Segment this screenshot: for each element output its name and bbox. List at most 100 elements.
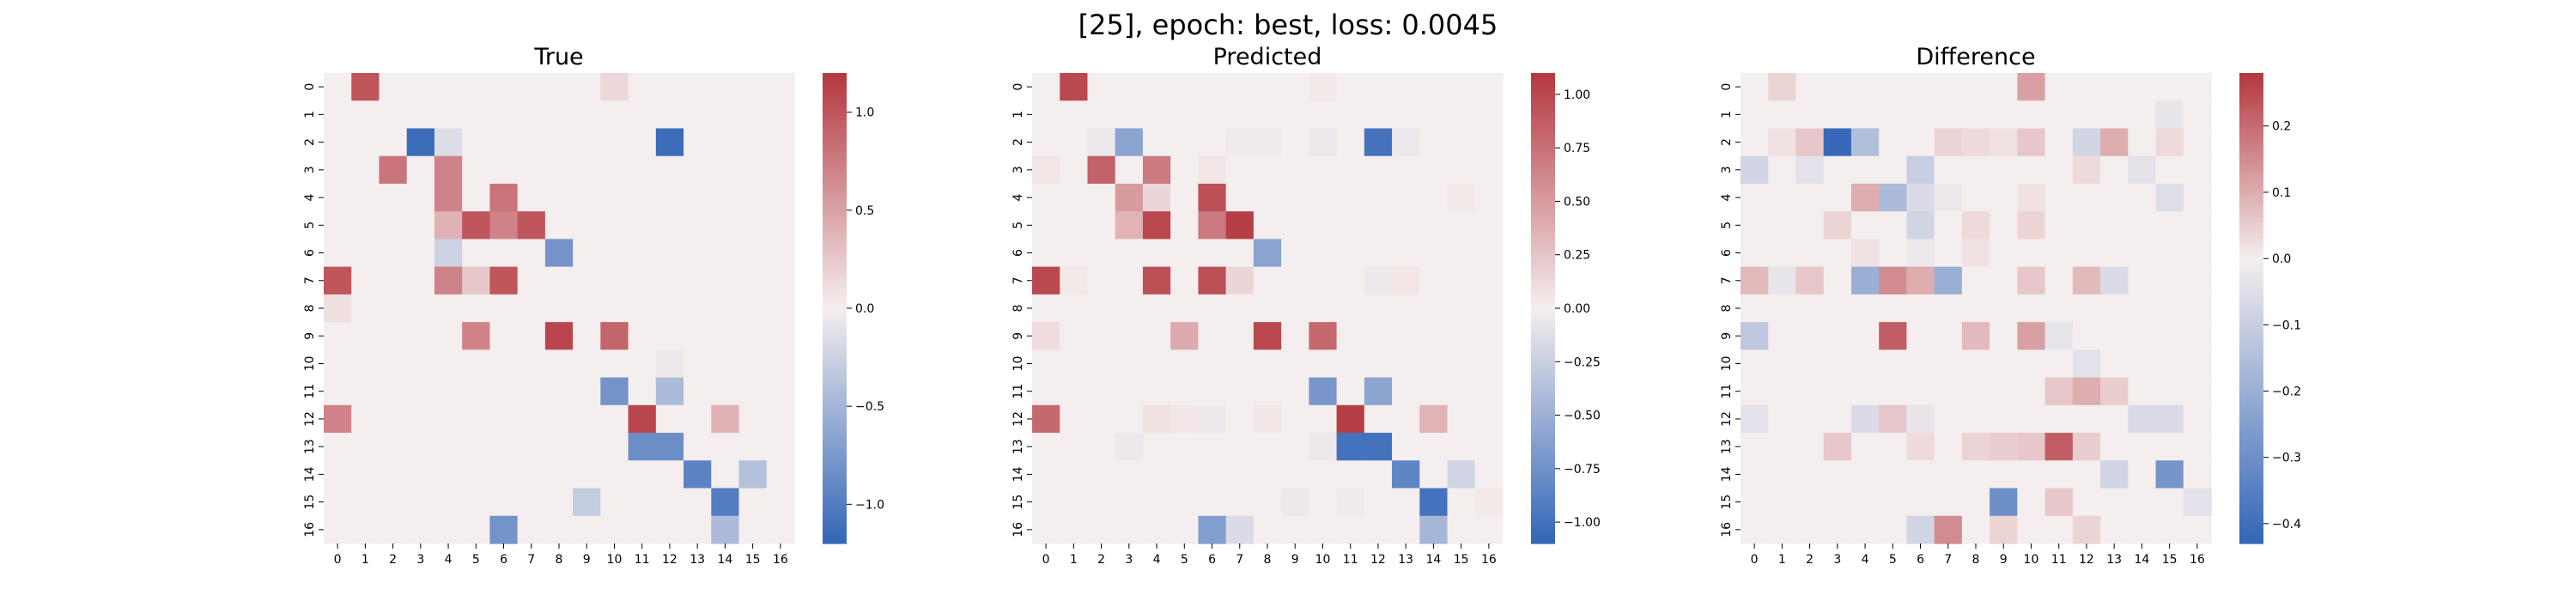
panel-title-difference: Difference: [1916, 44, 2035, 70]
heatmap-cell: [738, 294, 768, 323]
colorbar-segment: [1531, 214, 1555, 219]
heatmap-cell: [655, 515, 684, 544]
heatmap-cell: [1961, 266, 1990, 295]
heatmap-cell: [1336, 128, 1365, 157]
x-tick-label: 8: [556, 553, 563, 567]
heatmap-cell: [1447, 239, 1476, 268]
heatmap-cell: [1392, 515, 1420, 544]
colorbar-segment: [823, 445, 847, 450]
x-tick-label: 12: [1370, 553, 1386, 567]
y-tick-label: 13: [1720, 439, 1734, 454]
heatmap-cell: [489, 239, 519, 268]
colorbar-segment: [2239, 339, 2263, 344]
colorbar-segment: [2239, 151, 2263, 156]
heatmap-cell: [2044, 128, 2074, 157]
heatmap-cell: [1032, 239, 1060, 268]
heatmap-cell: [1823, 73, 1852, 101]
colorbar-segment: [823, 469, 847, 474]
heatmap-cell: [655, 460, 684, 489]
heatmap-cell: [1990, 404, 2018, 434]
colorbar-segment: [823, 151, 847, 156]
colorbar-tick-label: −0.5: [855, 400, 884, 414]
heatmap-cell: [1768, 211, 1797, 240]
heatmap-cell: [2128, 239, 2157, 268]
heatmap-cell: [324, 515, 352, 544]
heatmap-cell: [1281, 211, 1309, 240]
heatmap-cell: [1961, 183, 1990, 212]
heatmap-cell: [1225, 322, 1255, 350]
colorbar-segment: [1531, 331, 1555, 337]
heatmap-cell: [2183, 349, 2212, 379]
colorbar-segment: [823, 253, 847, 258]
colorbar-segment: [2239, 174, 2263, 179]
colorbar-segment: [1531, 124, 1555, 129]
colorbar-segment: [1531, 276, 1555, 282]
heatmap-cell: [655, 155, 684, 185]
heatmap-cell: [434, 349, 463, 379]
heatmap-cell: [1906, 183, 1935, 212]
y-tick-label: 14: [1720, 466, 1734, 482]
colorbar-tick-label: 0.0: [855, 302, 874, 316]
x-tick-label: 11: [635, 553, 650, 567]
colorbar-segment: [2239, 234, 2263, 239]
heatmap-cell: [573, 294, 601, 323]
heatmap-cell: [766, 73, 795, 101]
x-tick-label: 14: [717, 553, 732, 567]
heatmap-cell: [544, 322, 574, 350]
heatmap-cell: [711, 155, 740, 185]
x-tick-label: 16: [2190, 553, 2205, 567]
colorbar-segment: [1531, 441, 1555, 446]
heatmap-cell: [1253, 183, 1282, 212]
colorbar-segment: [2239, 426, 2263, 431]
heatmap-cell: [544, 488, 574, 517]
heatmap-cell: [1309, 100, 1338, 130]
x-tick-label: 13: [1398, 553, 1413, 567]
colorbar-segment: [2239, 249, 2263, 254]
heatmap-cell: [324, 488, 352, 517]
heatmap-cell: [1447, 377, 1476, 406]
heatmap-cell: [1198, 349, 1227, 379]
colorbar-segment: [2239, 327, 2263, 332]
heatmap-cell: [462, 73, 491, 101]
heatmap-cell: [1850, 349, 1880, 379]
heatmap-cell: [2100, 294, 2129, 323]
heatmap-cell: [2017, 183, 2046, 212]
heatmap-cell: [406, 100, 435, 130]
colorbar-segment: [1531, 206, 1555, 211]
heatmap-cell: [2072, 460, 2101, 489]
heatmap-cell: [1392, 128, 1420, 157]
heatmap-cell: [379, 488, 408, 517]
heatmap-cell: [600, 488, 629, 517]
heatmap-cell: [2072, 211, 2101, 240]
heatmap-cell: [1419, 433, 1449, 461]
heatmap-cell: [628, 211, 657, 240]
heatmap-cell: [544, 128, 574, 157]
heatmap-cell: [1474, 239, 1504, 268]
heatmap-cell: [655, 266, 684, 295]
colorbar-segment: [823, 441, 847, 446]
heatmap-cell: [2017, 211, 2046, 240]
heatmap-cell: [2128, 349, 2157, 379]
heatmap-cell: [1032, 460, 1060, 489]
colorbar-segment: [1531, 174, 1555, 179]
heatmap-cell: [2017, 73, 2046, 101]
colorbar-segment: [823, 104, 847, 109]
colorbar-segment: [1531, 512, 1555, 517]
heatmap-cell: [489, 349, 519, 379]
heatmap-cell: [1768, 266, 1797, 295]
heatmap-cell: [766, 211, 795, 240]
colorbar-segment: [1531, 147, 1555, 152]
heatmap-cell: [1032, 100, 1060, 130]
heatmap-cell: [1364, 404, 1393, 434]
panel-title-true: True: [533, 44, 583, 70]
heatmap-cell: [1447, 211, 1476, 240]
heatmap-cell: [489, 515, 519, 544]
colorbar-segment: [2239, 504, 2263, 509]
colorbar-segment: [823, 516, 847, 521]
heatmap-cell: [573, 322, 601, 350]
heatmap-cell: [379, 266, 408, 295]
heatmap-cell: [1906, 155, 1935, 185]
colorbar-segment: [1531, 343, 1555, 349]
heatmap-cell: [2155, 349, 2184, 379]
heatmap-cell: [1850, 433, 1880, 461]
